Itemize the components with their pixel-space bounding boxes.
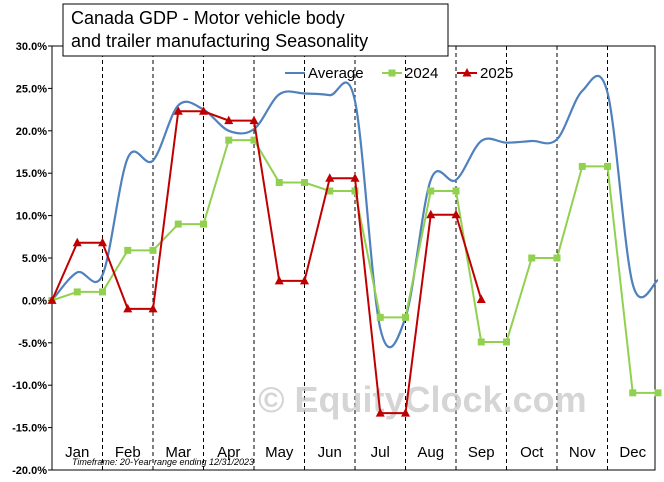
x-axis: Jan Feb Mar Apr May Jun Jul Aug Sep Oct Nov Dec bbox=[65, 444, 646, 461]
chart-title-line-2: and trailer manufacturing Seasonality bbox=[71, 31, 368, 51]
data-point-2024 bbox=[326, 187, 334, 195]
data-point-2024 bbox=[351, 187, 359, 195]
title-box: Canada GDP - Motor vehicle body and trai… bbox=[62, 3, 449, 57]
data-point-2024 bbox=[629, 389, 637, 397]
data-point-2025 bbox=[47, 295, 57, 304]
data-point-2024 bbox=[200, 220, 207, 228]
data-point-2024 bbox=[477, 338, 485, 346]
x-tick-label: Feb bbox=[115, 444, 141, 461]
data-point-2024 bbox=[301, 179, 308, 187]
data-point-2024 bbox=[99, 288, 106, 296]
data-point-2024 bbox=[225, 136, 233, 144]
y-tick-label: 10.0% bbox=[16, 211, 47, 223]
data-point-2025 bbox=[274, 275, 284, 285]
data-point-2024 bbox=[376, 313, 384, 321]
x-tick-label: Sep bbox=[468, 444, 495, 461]
data-point-2024 bbox=[604, 162, 611, 170]
x-tick-label: Jan bbox=[65, 444, 89, 461]
legend-label-average: Average bbox=[308, 65, 364, 82]
series-2024 bbox=[48, 136, 662, 397]
series-lines bbox=[47, 75, 662, 417]
data-point-2025 bbox=[451, 209, 461, 219]
y-tick-label: 20.0% bbox=[16, 126, 47, 138]
x-tick-label: Mar bbox=[165, 444, 191, 461]
legend-marker-2024 bbox=[388, 69, 396, 77]
y-tick-label: 25.0% bbox=[16, 83, 47, 95]
x-tick-label: May bbox=[265, 444, 294, 461]
legend-label-2025: 2025 bbox=[480, 65, 513, 82]
data-point-2024 bbox=[427, 187, 435, 195]
series-average bbox=[51, 75, 659, 349]
x-tick-label: Dec bbox=[619, 444, 646, 461]
data-point-2024 bbox=[654, 389, 662, 397]
data-point-2024 bbox=[553, 254, 561, 262]
data-point-2024 bbox=[149, 246, 157, 254]
data-point-2025 bbox=[72, 237, 82, 247]
data-point-2025 bbox=[300, 275, 309, 285]
data-point-2024 bbox=[124, 246, 132, 254]
data-point-2024 bbox=[528, 254, 536, 262]
data-point-2025 bbox=[401, 408, 410, 417]
data-point-2024 bbox=[503, 338, 510, 346]
series-line-2025 bbox=[51, 110, 483, 415]
data-point-2025 bbox=[224, 115, 234, 125]
chart-title-line-1: Canada GDP - Motor vehicle body bbox=[71, 8, 345, 28]
data-point-2024 bbox=[578, 162, 586, 170]
data-point-2024 bbox=[275, 179, 283, 187]
y-tick-label: 0.0% bbox=[22, 295, 47, 307]
data-point-2025 bbox=[199, 106, 208, 115]
data-point-2025 bbox=[325, 173, 335, 182]
data-point-2025 bbox=[98, 237, 107, 247]
y-tick-label: 15.0% bbox=[16, 168, 47, 180]
y-tick-label: 5.0% bbox=[22, 253, 47, 265]
data-point-2025 bbox=[375, 408, 385, 417]
x-tick-label: Oct bbox=[520, 444, 544, 461]
data-point-2025 bbox=[173, 106, 183, 115]
data-point-2024 bbox=[452, 187, 460, 195]
watermark: © EquityClock.com bbox=[258, 379, 587, 420]
data-point-2024 bbox=[174, 220, 182, 228]
y-tick-label: -15.0% bbox=[12, 423, 47, 435]
y-tick-label: -10.0% bbox=[12, 380, 47, 392]
x-tick-label: Jun bbox=[318, 444, 342, 461]
data-point-2024 bbox=[73, 288, 81, 296]
x-tick-label: Jul bbox=[371, 444, 390, 461]
y-tick-label: -5.0% bbox=[18, 338, 47, 350]
data-point-2025 bbox=[249, 115, 259, 125]
data-point-2025 bbox=[350, 173, 360, 182]
footnote: Timeframe: 20-Year range ending 12/31/20… bbox=[72, 457, 254, 467]
x-tick-label: Nov bbox=[569, 444, 596, 461]
y-tick-label: -20.0% bbox=[12, 465, 47, 477]
y-tick-label: 30.0% bbox=[16, 41, 47, 53]
series-2025 bbox=[47, 106, 486, 417]
data-point-2024 bbox=[250, 136, 258, 144]
data-point-2025 bbox=[426, 209, 436, 219]
x-tick-label: Apr bbox=[217, 444, 240, 461]
y-axis: 30.0% 25.0% 20.0% 15.0% 10.0% 5.0% 0.0% -5.0% -1… bbox=[12, 41, 52, 477]
legend-label-2024: 2024 bbox=[405, 65, 438, 82]
legend: Average 2024 2025 bbox=[285, 65, 513, 82]
legend-marker-2025 bbox=[462, 68, 472, 77]
data-point-2024 bbox=[402, 313, 409, 321]
data-point-2025 bbox=[476, 294, 486, 304]
x-tick-label: Aug bbox=[417, 444, 444, 461]
data-point-2025 bbox=[123, 303, 133, 313]
series-line-average bbox=[51, 75, 659, 349]
data-point-2025 bbox=[148, 303, 158, 313]
